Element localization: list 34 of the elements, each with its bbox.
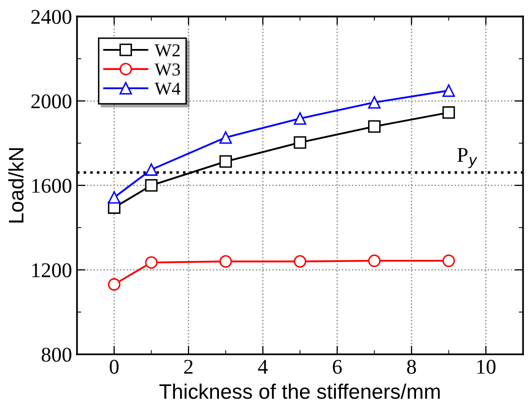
point [294,136,306,149]
point [145,163,158,176]
y-axis-title: Load/kN [8,148,24,222]
point [145,256,158,269]
legend-label: W2 [154,44,180,56]
point [108,278,120,291]
x-tick-label: 0 [110,360,119,374]
x-tick-label: 10 [477,360,496,374]
point [294,112,306,125]
point [442,106,455,119]
point [368,96,381,109]
point [442,254,455,268]
point [108,191,120,204]
point [294,255,306,268]
point [368,254,381,268]
y-tick-label: 1600 [32,178,72,193]
y-tick-label: 2000 [31,94,72,108]
point [145,179,158,192]
x-tick-label: 6 [332,360,342,374]
x-tick-label: 8 [407,360,416,374]
point [219,155,232,168]
legend-label: W4 [154,82,180,95]
x-tick-label: 4 [258,360,268,374]
x-axis-title: Thickness of the stiffeners/mm [159,384,440,399]
y-tick-label: 1200 [32,263,72,278]
point [442,84,455,97]
y-tick-label: 2400 [31,10,72,24]
ref-line-label: P$_{y}$ [457,148,478,168]
y-tick-label: 800 [42,348,72,362]
point [219,131,232,144]
point [219,255,232,268]
point [368,120,381,133]
legend-label: W3 [154,63,180,76]
x-tick-label: 2 [184,360,193,374]
